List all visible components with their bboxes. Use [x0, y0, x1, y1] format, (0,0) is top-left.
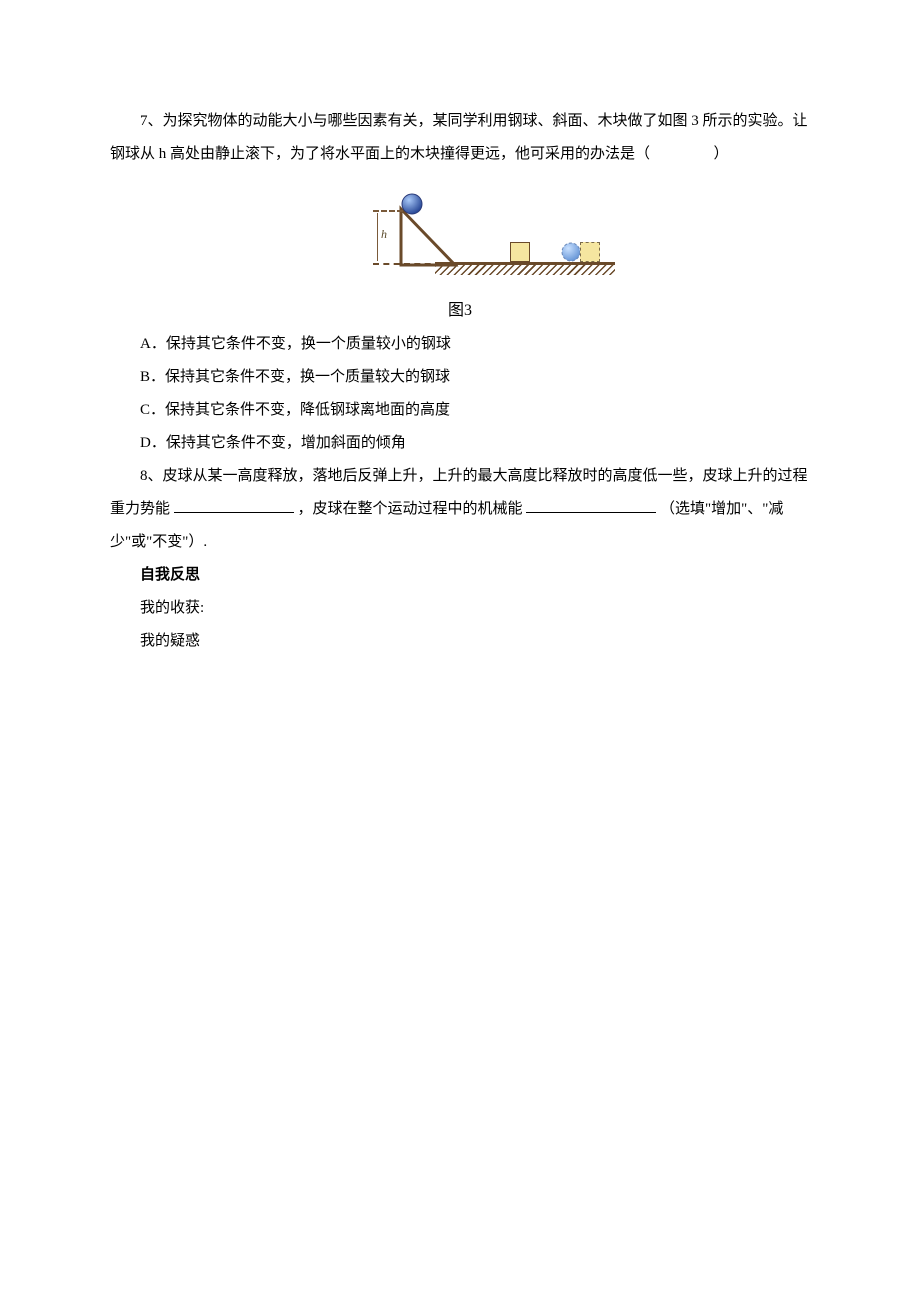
block-solid: [510, 242, 530, 262]
dashed-top-line: [373, 210, 403, 212]
q7-figure: h 图3: [110, 177, 810, 322]
figure-diagram: h: [305, 177, 615, 287]
block-ghost: [580, 242, 600, 262]
reflection-heading: 自我反思: [110, 559, 810, 592]
q8-part2: ，皮球在整个运动过程中的机械能: [298, 501, 523, 517]
q7-option-a: A．保持其它条件不变，换一个质量较小的钢球: [110, 328, 810, 361]
q7-option-b: B．保持其它条件不变，换一个质量较大的钢球: [110, 361, 810, 394]
q7-intro: 7、为探究物体的动能大小与哪些因素有关，某同学利用钢球、斜面、木块做了如图 3 …: [110, 105, 810, 171]
q7-intro-text: 7、为探究物体的动能大小与哪些因素有关，某同学利用钢球、斜面、木块做了如图 3 …: [110, 113, 808, 162]
h-label: h: [381, 221, 387, 247]
dashed-base-line: [373, 263, 441, 265]
q8-blank2[interactable]: [526, 495, 656, 513]
q8-blank1[interactable]: [174, 495, 294, 513]
q8-text: 8、皮球从某一高度释放，落地后反弹上升，上升的最大高度比释放时的高度低一些，皮球…: [110, 460, 810, 559]
reflection-doubt: 我的疑惑: [110, 625, 810, 658]
ball-on-ramp: [400, 192, 424, 216]
ground-hatch: [435, 265, 615, 275]
reflection-gain: 我的收获:: [110, 592, 810, 625]
figure-caption: 图3: [110, 300, 810, 322]
ball-ghost: [560, 241, 582, 263]
q7-option-d: D．保持其它条件不变，增加斜面的倾角: [110, 427, 810, 460]
q7-option-c: C．保持其它条件不变，降低钢球离地面的高度: [110, 394, 810, 427]
q7-intro-end: ）: [714, 146, 729, 162]
